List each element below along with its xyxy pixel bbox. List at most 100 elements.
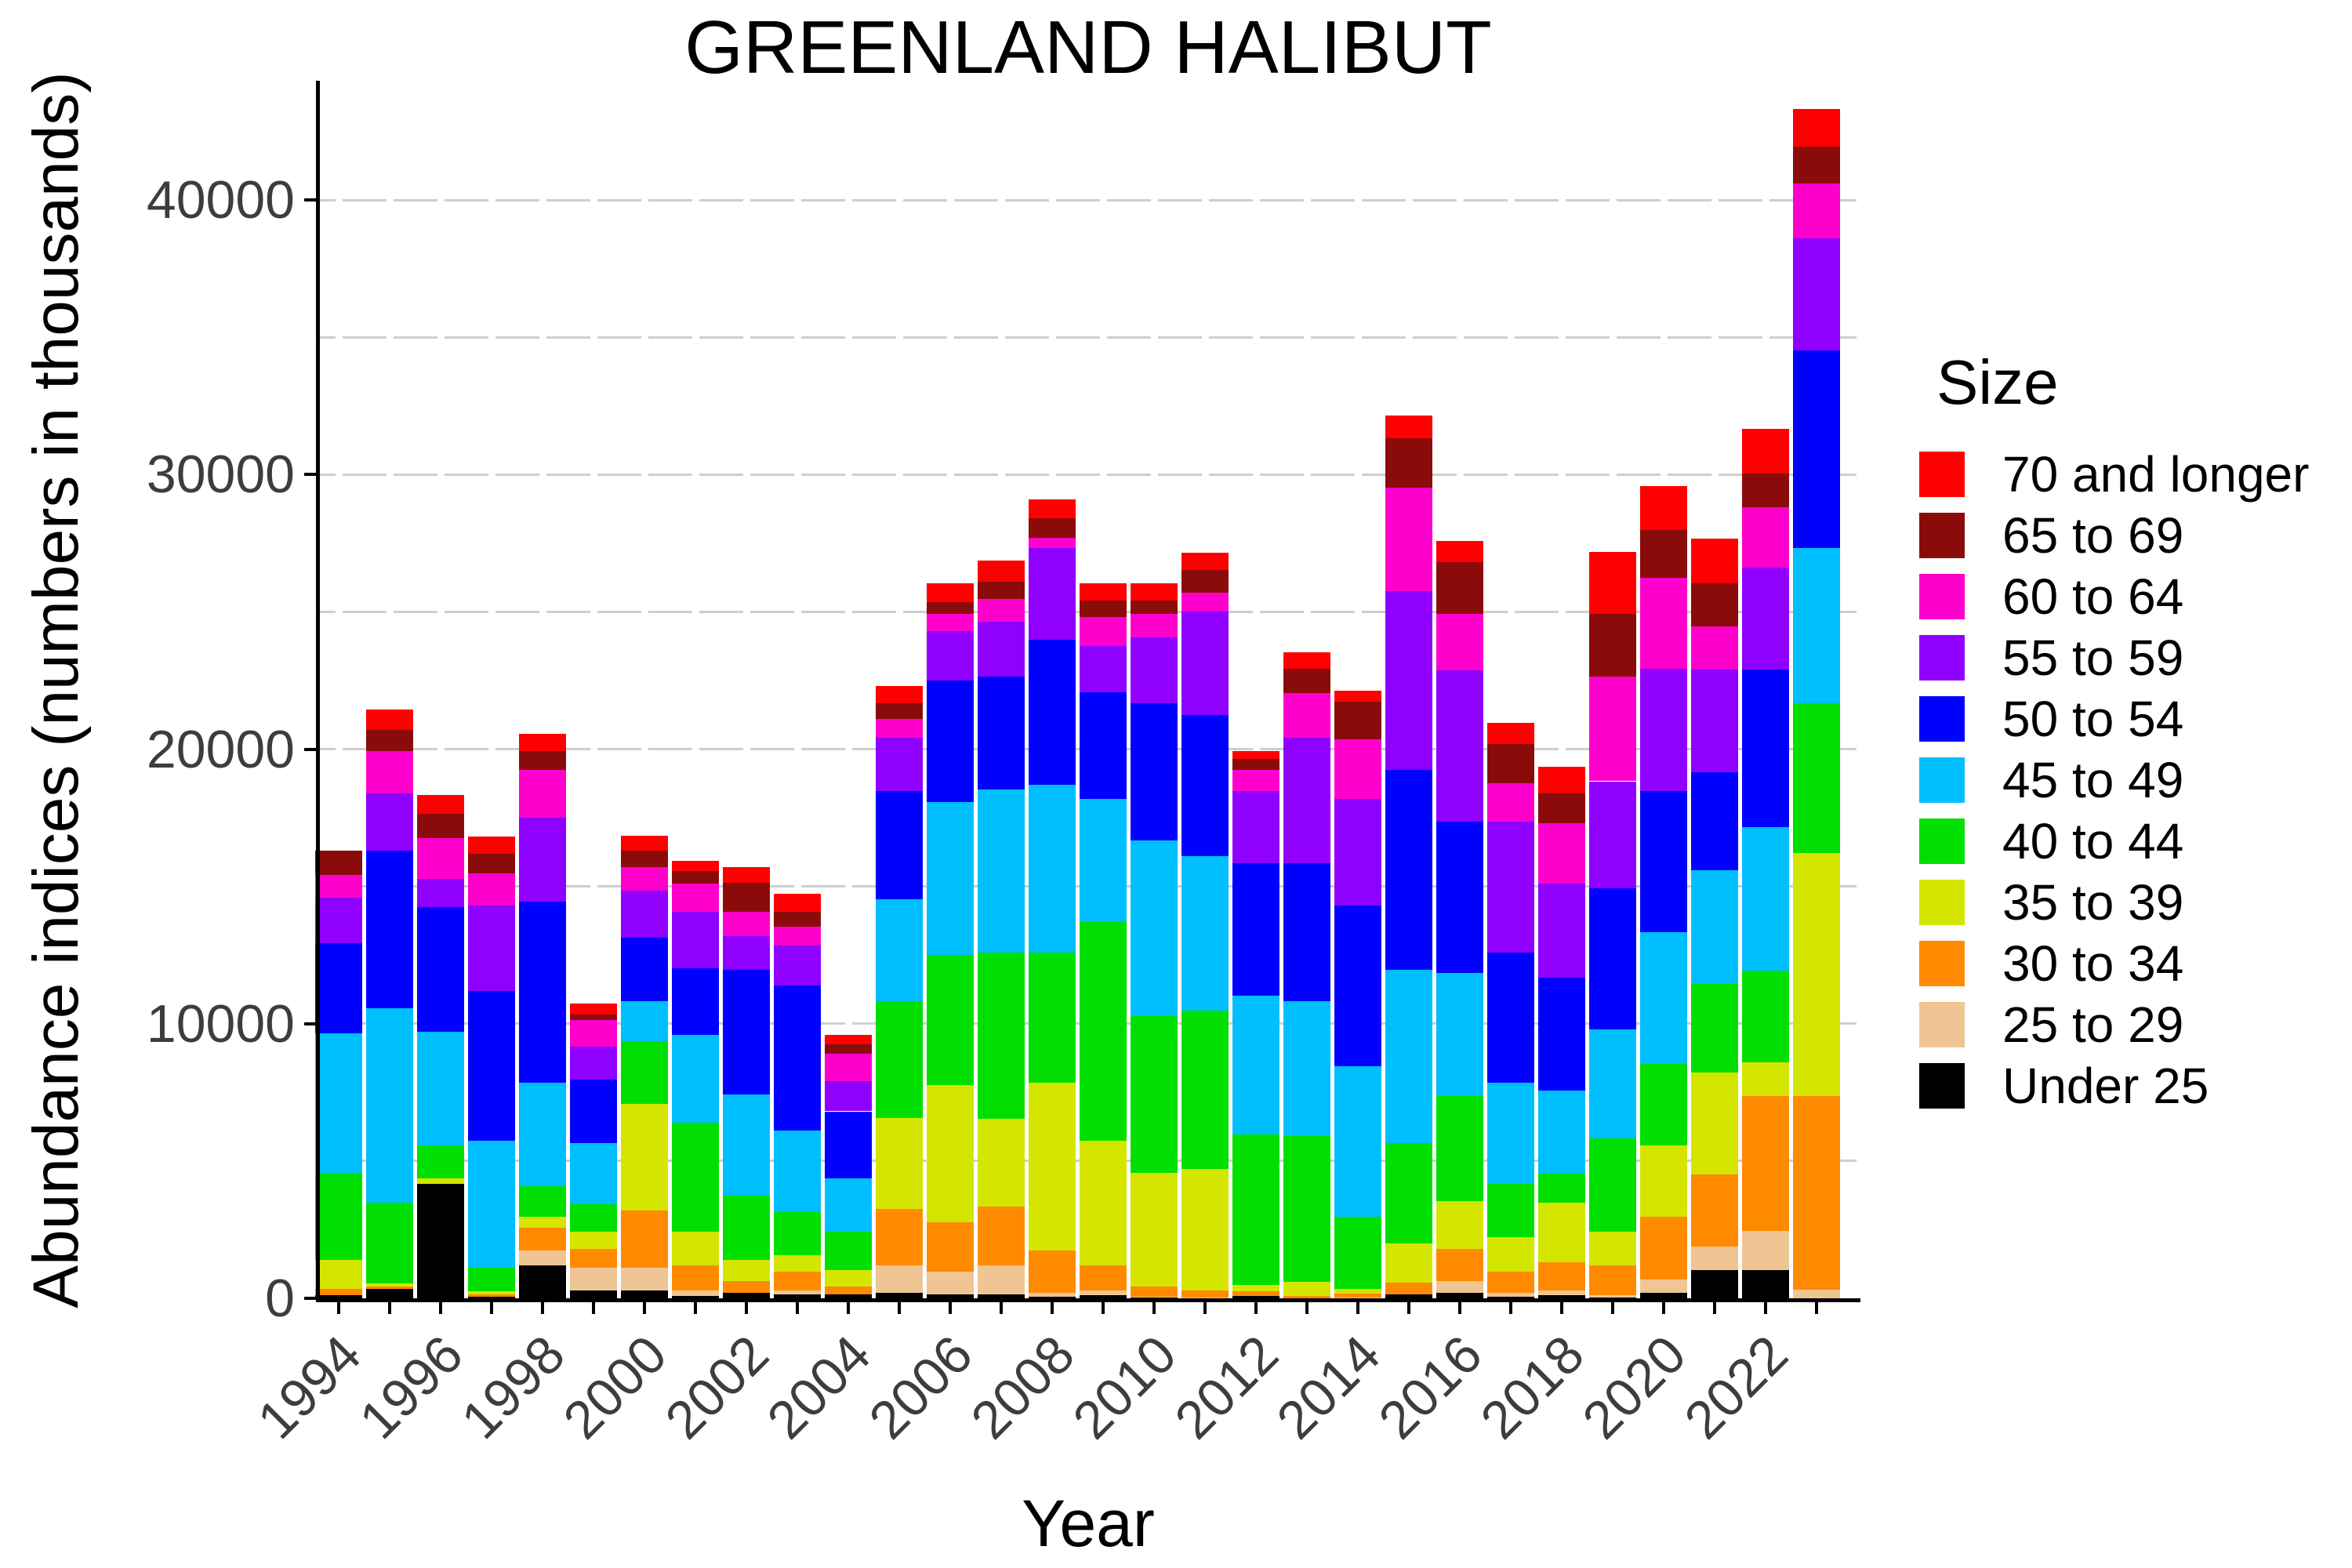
segment-2005-55-to-59 <box>876 737 923 792</box>
segment-2022-65-to-69 <box>1742 474 1789 508</box>
segment-2016-70-and-longer <box>1436 540 1483 562</box>
bar-1995 <box>366 709 413 1298</box>
segment-2003-25-to-29 <box>774 1290 821 1295</box>
bar-1998 <box>519 733 566 1298</box>
y-axis-title: Abundance indices (numbers in thousands) <box>20 71 92 1308</box>
legend-label: 70 and longer <box>2002 446 2310 503</box>
segment-1999-50-to-54 <box>570 1079 617 1144</box>
x-tick-2014 <box>1356 1302 1359 1314</box>
segment-2000-70-and-longer <box>621 835 668 851</box>
legend-label: 30 to 34 <box>2002 935 2184 992</box>
x-tick-2021 <box>1713 1302 1716 1314</box>
segment-2007-55-to-59 <box>978 622 1025 677</box>
legend-label: 65 to 69 <box>2002 507 2184 564</box>
segment-1997-35-to-39 <box>468 1291 515 1294</box>
segment-1998-55-to-59 <box>519 818 566 902</box>
segment-2018-50-to-54 <box>1538 978 1585 1091</box>
segment-2009-30-to-34 <box>1080 1265 1127 1291</box>
segment-2021-70-and-longer <box>1691 539 1738 584</box>
segment-2011-65-to-69 <box>1181 569 1229 593</box>
segment-2011-70-and-longer <box>1181 553 1229 570</box>
segment-2014-70-and-longer <box>1334 690 1381 702</box>
segment-2000-30-to-34 <box>621 1210 668 1269</box>
segment-1997-70-and-longer <box>468 837 515 854</box>
segment-2016-50-to-54 <box>1436 821 1483 973</box>
segment-2001-65-to-69 <box>672 871 719 884</box>
segment-2007-30-to-34 <box>978 1207 1025 1266</box>
segment-2010-60-to-64 <box>1131 614 1178 637</box>
segment-2013-30-to-34 <box>1283 1295 1330 1298</box>
segment-2001-25-to-29 <box>672 1290 719 1297</box>
y-tick-40000 <box>304 198 316 201</box>
segment-2008-25-to-29 <box>1029 1293 1076 1297</box>
segment-1996-40-to-44 <box>417 1145 464 1179</box>
bar-2015 <box>1385 416 1432 1298</box>
segment-2019-50-to-54 <box>1589 887 1636 1030</box>
segment-2001-45-to-49 <box>672 1035 719 1123</box>
segment-2003-30-to-34 <box>774 1272 821 1291</box>
x-tick-2012 <box>1254 1302 1258 1314</box>
segment-2009-70-and-longer <box>1080 583 1127 601</box>
segment-1994-under-25 <box>315 1295 362 1298</box>
legend-item-60-to-64: 60 to 64 <box>1919 568 2309 625</box>
segment-2003-45-to-49 <box>774 1131 821 1213</box>
segment-2015-30-to-34 <box>1385 1283 1432 1295</box>
y-tick-label-30000: 30000 <box>146 445 295 505</box>
x-tick-2018 <box>1560 1302 1563 1314</box>
segment-2011-45-to-49 <box>1181 855 1229 1011</box>
legend-title: Size <box>1936 347 2059 417</box>
segment-2003-40-to-44 <box>774 1212 821 1255</box>
legend-swatch-icon <box>1919 1002 1965 1047</box>
segment-2022-45-to-49 <box>1742 826 1789 971</box>
segment-2002-35-to-39 <box>723 1260 770 1281</box>
segment-2010-40-to-44 <box>1131 1015 1178 1173</box>
segment-2022-25-to-29 <box>1742 1230 1789 1270</box>
segment-2014-30-to-34 <box>1334 1293 1381 1298</box>
legend-swatch-icon <box>1919 696 1965 742</box>
segment-2017-35-to-39 <box>1487 1237 1534 1272</box>
legend-label: 60 to 64 <box>2002 568 2184 625</box>
y-axis-line <box>316 81 320 1302</box>
segment-2005-30-to-34 <box>876 1209 923 1266</box>
segment-2017-55-to-59 <box>1487 821 1534 953</box>
segment-2018-under-25 <box>1538 1295 1585 1298</box>
segment-2003-65-to-69 <box>774 911 821 927</box>
segment-1995-35-to-39 <box>366 1283 413 1287</box>
segment-2012-40-to-44 <box>1232 1134 1279 1285</box>
segment-2016-35-to-39 <box>1436 1201 1483 1249</box>
segment-2016-65-to-69 <box>1436 562 1483 615</box>
segment-2019-45-to-49 <box>1589 1029 1636 1138</box>
segment-2021-60-to-64 <box>1691 626 1738 670</box>
segment-2007-under-25 <box>978 1294 1025 1298</box>
segment-2008-65-to-69 <box>1029 517 1076 538</box>
segment-2018-45-to-49 <box>1538 1090 1585 1174</box>
segment-2002-under-25 <box>723 1293 770 1298</box>
segment-2022-30-to-34 <box>1742 1095 1789 1231</box>
segment-2006-under-25 <box>927 1294 974 1298</box>
segment-2019-70-and-longer <box>1589 552 1636 615</box>
segment-2002-60-to-64 <box>723 911 770 936</box>
segment-2008-40-to-44 <box>1029 953 1076 1083</box>
segment-2012-under-25 <box>1232 1295 1279 1298</box>
segment-2017-65-to-69 <box>1487 743 1534 784</box>
segment-2014-45-to-49 <box>1334 1065 1381 1218</box>
segment-1998-40-to-44 <box>519 1186 566 1217</box>
segment-2009-50-to-54 <box>1080 691 1127 799</box>
x-tick-1996 <box>439 1302 442 1314</box>
segment-2020-45-to-49 <box>1640 932 1687 1065</box>
segment-2000-under-25 <box>621 1290 668 1298</box>
segment-2018-65-to-69 <box>1538 793 1585 823</box>
segment-1995-40-to-44 <box>366 1203 413 1283</box>
legend-item-35-to-39: 35 to 39 <box>1919 874 2309 931</box>
segment-1999-55-to-59 <box>570 1046 617 1080</box>
plot-panel <box>315 81 1857 1298</box>
segment-2020-70-and-longer <box>1640 485 1687 531</box>
segment-2011-40-to-44 <box>1181 1011 1229 1169</box>
segment-2010-65-to-69 <box>1131 600 1178 615</box>
segment-2008-30-to-34 <box>1029 1250 1076 1294</box>
segment-2000-25-to-29 <box>621 1268 668 1291</box>
legend-swatch-icon <box>1919 452 1965 497</box>
segment-2014-65-to-69 <box>1334 701 1381 740</box>
segment-2015-45-to-49 <box>1385 970 1432 1144</box>
segment-1997-60-to-64 <box>468 873 515 906</box>
